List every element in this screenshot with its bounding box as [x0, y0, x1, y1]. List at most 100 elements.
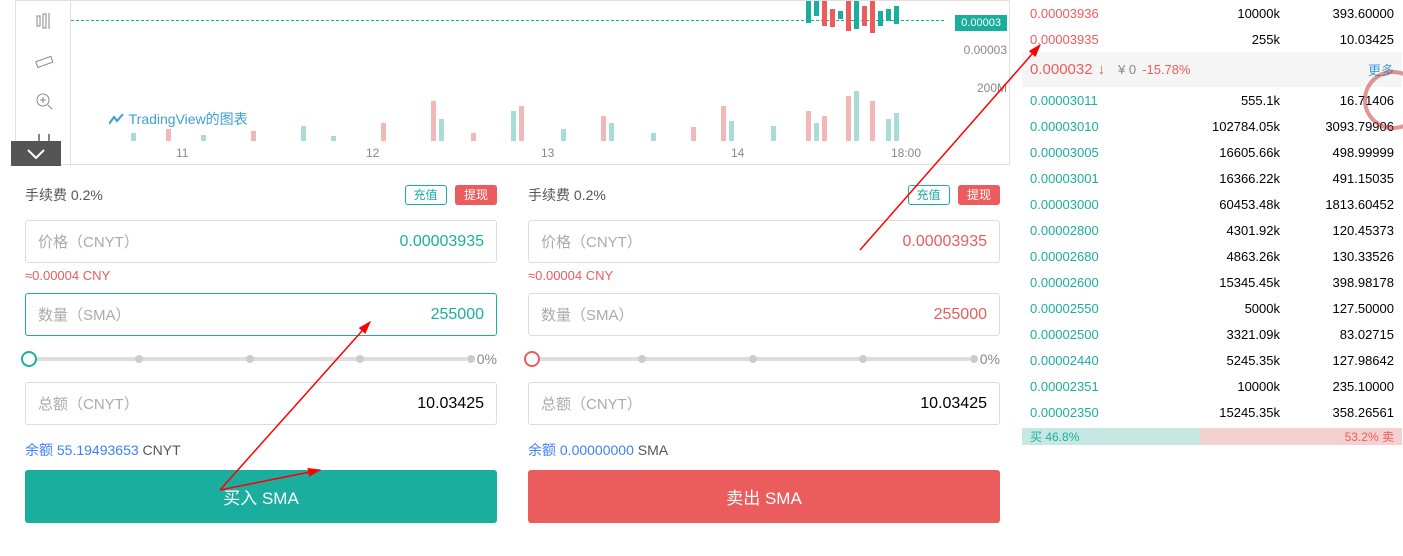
volume-bar [806, 111, 811, 141]
bid-total: 398.98178 [1280, 275, 1394, 290]
bid-amount: 5000k [1140, 301, 1280, 316]
orderbook-bid-row[interactable]: 0.0000260015345.45k398.98178 [1022, 269, 1402, 295]
orderbook-ask-row[interactable]: 0.00003935255k10.03425 [1022, 26, 1402, 52]
bid-total: 498.99999 [1280, 145, 1394, 160]
ask-price: 0.00003935 [1030, 32, 1140, 47]
bid-amount: 555.1k [1140, 93, 1280, 108]
price-input-row[interactable]: 价格（CNYT） 0.00003935 [528, 220, 1000, 263]
bid-price: 0.00002350 [1030, 405, 1140, 420]
volume-bar [854, 91, 859, 141]
fee-label: 手续费 0.2% [528, 185, 606, 205]
volume-bar [870, 101, 875, 141]
orderbook-bid-row[interactable]: 0.0000300060453.48k1813.60452 [1022, 191, 1402, 217]
bid-total: 120.45373 [1280, 223, 1394, 238]
ruler-tool-icon[interactable] [16, 41, 71, 81]
slider-handle[interactable] [21, 351, 37, 367]
volume-bar [846, 96, 851, 141]
qty-label: 数量（SMA） [38, 304, 131, 325]
volume-bar [771, 126, 776, 141]
chart-container: 0.00003 0.00003 200M TradingView的图表 11 1… [15, 0, 1010, 165]
volume-bar [431, 101, 436, 141]
total-input-row[interactable]: 总额（CNYT） 10.03425 [528, 382, 1000, 425]
qty-value: 255000 [431, 306, 484, 324]
candle [894, 6, 899, 24]
buy-submit-button[interactable]: 买入 SMA [25, 470, 497, 523]
orderbook-bid-row[interactable]: 0.0000300516605.66k498.99999 [1022, 139, 1402, 165]
balance-row: 余额 55.19493653 CNYT [25, 440, 497, 460]
candle [806, 1, 811, 23]
balance-row: 余额 0.00000000 SMA [528, 440, 1000, 460]
depth-bar: 买 46.8% 53.2% 卖 [1022, 425, 1402, 447]
amount-slider[interactable]: 0% [25, 351, 497, 367]
tradingview-logo[interactable]: TradingView的图表 [109, 109, 248, 129]
orderbook-bid-row[interactable]: 0.00003010102784.05k3093.79906 [1022, 113, 1402, 139]
zoom-in-icon[interactable] [16, 81, 71, 121]
orderbook-ask-row[interactable]: 0.0000393610000k393.60000 [1022, 0, 1402, 26]
withdraw-button[interactable]: 提现 [958, 185, 1000, 205]
candle [814, 1, 819, 16]
volume-bar [511, 111, 516, 141]
orderbook-bid-row[interactable]: 0.00003011555.1k16.71406 [1022, 87, 1402, 113]
deposit-button[interactable]: 充值 [908, 185, 950, 205]
x-axis-label: 14 [731, 146, 744, 160]
balance-label[interactable]: 余额 [528, 442, 556, 458]
bid-amount: 4301.92k [1140, 223, 1280, 238]
quantity-input-row[interactable]: 数量（SMA） 255000 [25, 293, 497, 336]
total-input-row[interactable]: 总额（CNYT） 10.03425 [25, 382, 497, 425]
orderbook-bid-row[interactable]: 0.0000235015245.35k358.26561 [1022, 399, 1402, 425]
volume-bar [609, 123, 614, 141]
quantity-input-row[interactable]: 数量（SMA） 255000 [528, 293, 1000, 336]
balance-unit: CNYT [143, 442, 181, 458]
bid-price: 0.00002351 [1030, 379, 1140, 394]
bid-price: 0.00002440 [1030, 353, 1140, 368]
fee-label: 手续费 0.2% [25, 185, 103, 205]
bid-price: 0.00003001 [1030, 171, 1140, 186]
slider-handle[interactable] [524, 351, 540, 367]
orderbook-current-row[interactable]: 0.000032 ↓ ¥ 0 -15.78% 更多 [1022, 52, 1402, 87]
collapse-chart-button[interactable] [11, 141, 61, 166]
amount-slider[interactable]: 0% [528, 351, 1000, 367]
orderbook-bid-row[interactable]: 0.000028004301.92k120.45373 [1022, 217, 1402, 243]
price-input-row[interactable]: 价格（CNYT） 0.00003935 [25, 220, 497, 263]
volume-bar [471, 133, 476, 141]
bid-price: 0.00002550 [1030, 301, 1140, 316]
orderbook-bid-row[interactable]: 0.000026804863.26k130.33526 [1022, 243, 1402, 269]
volume-bar [561, 129, 566, 141]
bid-amount: 5245.35k [1140, 353, 1280, 368]
balance-unit: SMA [638, 442, 668, 458]
withdraw-button[interactable]: 提现 [455, 185, 497, 205]
orderbook-bid-row[interactable]: 0.0000300116366.22k491.15035 [1022, 165, 1402, 191]
balance-label[interactable]: 余额 [25, 442, 53, 458]
volume-bar [651, 133, 656, 141]
orderbook: 0.0000393610000k393.600000.00003935255k1… [1022, 0, 1402, 447]
orderbook-bid-row[interactable]: 0.000024405245.35k127.98642 [1022, 347, 1402, 373]
orderbook-bid-row[interactable]: 0.000025003321.09k83.02715 [1022, 321, 1402, 347]
volume-bar [439, 119, 444, 141]
y-axis-label: 0.00003 [964, 43, 1007, 57]
orderbook-bid-row[interactable]: 0.000025505000k127.50000 [1022, 295, 1402, 321]
qty-value: 255000 [934, 306, 987, 324]
bid-total: 1813.60452 [1280, 197, 1394, 212]
candle [846, 1, 851, 31]
volume-bar [331, 136, 336, 141]
candlestick-tool-icon[interactable] [16, 1, 71, 41]
volume-bar [166, 129, 171, 141]
depth-sell: 53.2% 卖 [1200, 428, 1402, 445]
orderbook-bid-row[interactable]: 0.0000235110000k235.10000 [1022, 373, 1402, 399]
bid-amount: 16366.22k [1140, 171, 1280, 186]
volume-bar [519, 106, 524, 141]
deposit-button[interactable]: 充值 [405, 185, 447, 205]
x-axis-label: 13 [541, 146, 554, 160]
chart-body[interactable]: 0.00003 0.00003 200M TradingView的图表 11 1… [71, 1, 1009, 164]
x-axis-label: 11 [176, 146, 188, 160]
candle [854, 1, 859, 29]
sell-submit-button[interactable]: 卖出 SMA [528, 470, 1000, 523]
buy-panel: 手续费 0.2% 充值 提现 价格（CNYT） 0.00003935 ≈0.00… [15, 175, 507, 533]
bid-price: 0.00003000 [1030, 197, 1140, 212]
candle [830, 9, 835, 27]
current-price-tag: 0.00003 [955, 15, 1007, 31]
candle [822, 1, 827, 26]
ask-total: 393.60000 [1280, 6, 1394, 21]
bid-amount: 60453.48k [1140, 197, 1280, 212]
bid-amount: 15345.45k [1140, 275, 1280, 290]
